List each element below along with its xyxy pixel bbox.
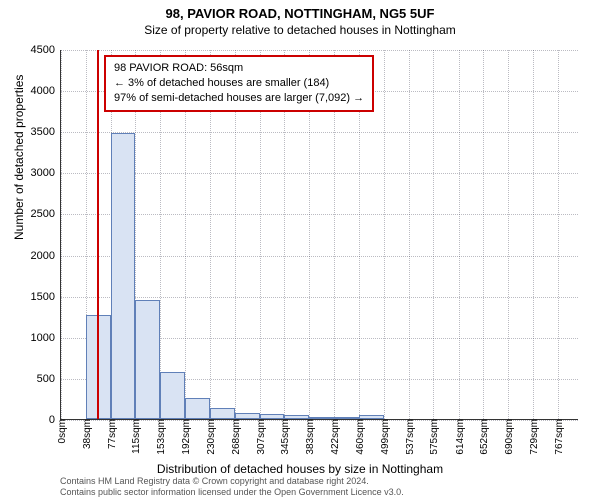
histogram-bar xyxy=(160,372,185,419)
gridline-v xyxy=(459,50,460,419)
x-tick-label: 192sqm xyxy=(181,419,192,455)
gridline-h xyxy=(61,256,578,257)
y-tick-label: 2500 xyxy=(31,208,55,220)
gridline-v xyxy=(384,50,385,419)
y-tick-label: 0 xyxy=(49,414,55,426)
x-tick-label: 38sqm xyxy=(82,419,93,449)
x-tick-label: 307sqm xyxy=(256,419,267,455)
histogram-bar xyxy=(309,417,334,419)
x-tick-label: 575sqm xyxy=(429,419,440,455)
y-tick-label: 4500 xyxy=(31,44,55,56)
histogram-bar xyxy=(210,408,235,419)
x-tick-label: 422sqm xyxy=(330,419,341,455)
x-tick-label: 537sqm xyxy=(405,419,416,455)
x-tick-label: 499sqm xyxy=(380,419,391,455)
x-tick-label: 77sqm xyxy=(107,419,118,449)
chart-area: 0500100015002000250030003500400045000sqm… xyxy=(60,50,578,420)
x-tick-label: 383sqm xyxy=(305,419,316,455)
gridline-v xyxy=(61,50,62,419)
gridline-v xyxy=(533,50,534,419)
y-tick-label: 3500 xyxy=(31,126,55,138)
x-tick-label: 0sqm xyxy=(57,419,68,443)
y-tick-label: 1000 xyxy=(31,332,55,344)
x-tick-label: 268sqm xyxy=(231,419,242,455)
gridline-v xyxy=(433,50,434,419)
gridline-v xyxy=(558,50,559,419)
gridline-v xyxy=(508,50,509,419)
x-tick-label: 614sqm xyxy=(455,419,466,455)
histogram-bar xyxy=(284,415,309,419)
y-axis-label: Number of detached properties xyxy=(12,75,26,240)
x-tick-label: 767sqm xyxy=(554,419,565,455)
y-tick-label: 500 xyxy=(37,373,55,385)
gridline-h xyxy=(61,50,578,51)
y-tick-label: 1500 xyxy=(31,291,55,303)
gridline-v xyxy=(409,50,410,419)
footer-line-1: Contains HM Land Registry data © Crown c… xyxy=(60,476,404,487)
chart-title: 98, PAVIOR ROAD, NOTTINGHAM, NG5 5UF xyxy=(0,0,600,21)
histogram-bar xyxy=(235,413,260,419)
histogram-bar xyxy=(260,414,285,419)
annotation-line-2: ← 3% of detached houses are smaller (184… xyxy=(114,76,364,91)
histogram-bar xyxy=(334,417,359,419)
annotation-box: 98 PAVIOR ROAD: 56sqm ← 3% of detached h… xyxy=(104,55,374,112)
histogram-bar xyxy=(135,300,160,419)
x-tick-label: 345sqm xyxy=(280,419,291,455)
footer-attribution: Contains HM Land Registry data © Crown c… xyxy=(60,476,404,498)
footer-line-2: Contains public sector information licen… xyxy=(60,487,404,498)
chart-subtitle: Size of property relative to detached ho… xyxy=(0,21,600,41)
x-tick-label: 729sqm xyxy=(529,419,540,455)
x-tick-label: 690sqm xyxy=(504,419,515,455)
y-tick-label: 2000 xyxy=(31,250,55,262)
annotation-line-1: 98 PAVIOR ROAD: 56sqm xyxy=(114,61,364,76)
gridline-h xyxy=(61,297,578,298)
histogram-bar xyxy=(185,398,210,419)
x-axis-label: Distribution of detached houses by size … xyxy=(0,462,600,476)
reference-line xyxy=(97,50,99,419)
x-tick-label: 230sqm xyxy=(206,419,217,455)
histogram-bar xyxy=(359,415,384,419)
gridline-h xyxy=(61,132,578,133)
gridline-h xyxy=(61,173,578,174)
x-tick-label: 115sqm xyxy=(131,419,142,454)
gridline-h xyxy=(61,214,578,215)
y-tick-label: 4000 xyxy=(31,85,55,97)
x-tick-label: 153sqm xyxy=(156,419,167,455)
histogram-bar xyxy=(111,133,136,419)
annotation-line-3: 97% of semi-detached houses are larger (… xyxy=(114,91,364,106)
x-tick-label: 652sqm xyxy=(479,419,490,455)
gridline-v xyxy=(483,50,484,419)
x-tick-label: 460sqm xyxy=(355,419,366,455)
y-tick-label: 3000 xyxy=(31,167,55,179)
